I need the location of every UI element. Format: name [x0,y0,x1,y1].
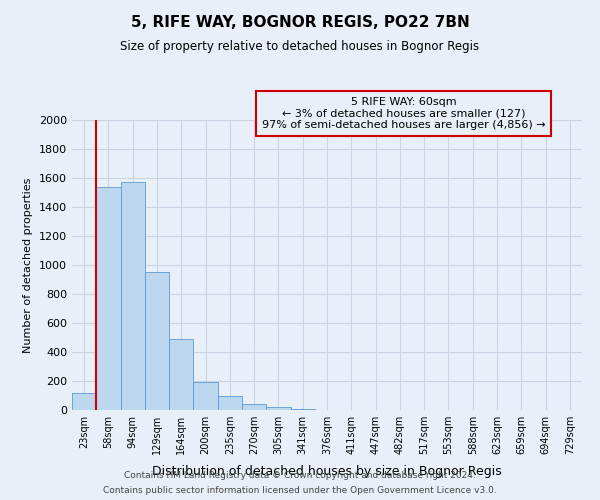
Bar [96,186,121,410]
Text: Contains public sector information licensed under the Open Government Licence v3: Contains public sector information licen… [103,486,497,495]
X-axis label: Distribution of detached houses by size in Bognor Regis: Distribution of detached houses by size … [152,466,502,478]
Bar [121,182,145,410]
Bar [242,404,266,410]
Bar [169,339,193,410]
Bar [145,272,169,410]
Bar [218,396,242,410]
Bar [266,407,290,410]
Bar [72,392,96,410]
Text: Contains HM Land Registry data © Crown copyright and database right 2024.: Contains HM Land Registry data © Crown c… [124,471,476,480]
Text: Size of property relative to detached houses in Bognor Regis: Size of property relative to detached ho… [121,40,479,53]
Text: 5, RIFE WAY, BOGNOR REGIS, PO22 7BN: 5, RIFE WAY, BOGNOR REGIS, PO22 7BN [131,15,469,30]
Bar [193,382,218,410]
Text: 5 RIFE WAY: 60sqm
← 3% of detached houses are smaller (127)
97% of semi-detached: 5 RIFE WAY: 60sqm ← 3% of detached house… [262,97,545,130]
Y-axis label: Number of detached properties: Number of detached properties [23,178,34,352]
